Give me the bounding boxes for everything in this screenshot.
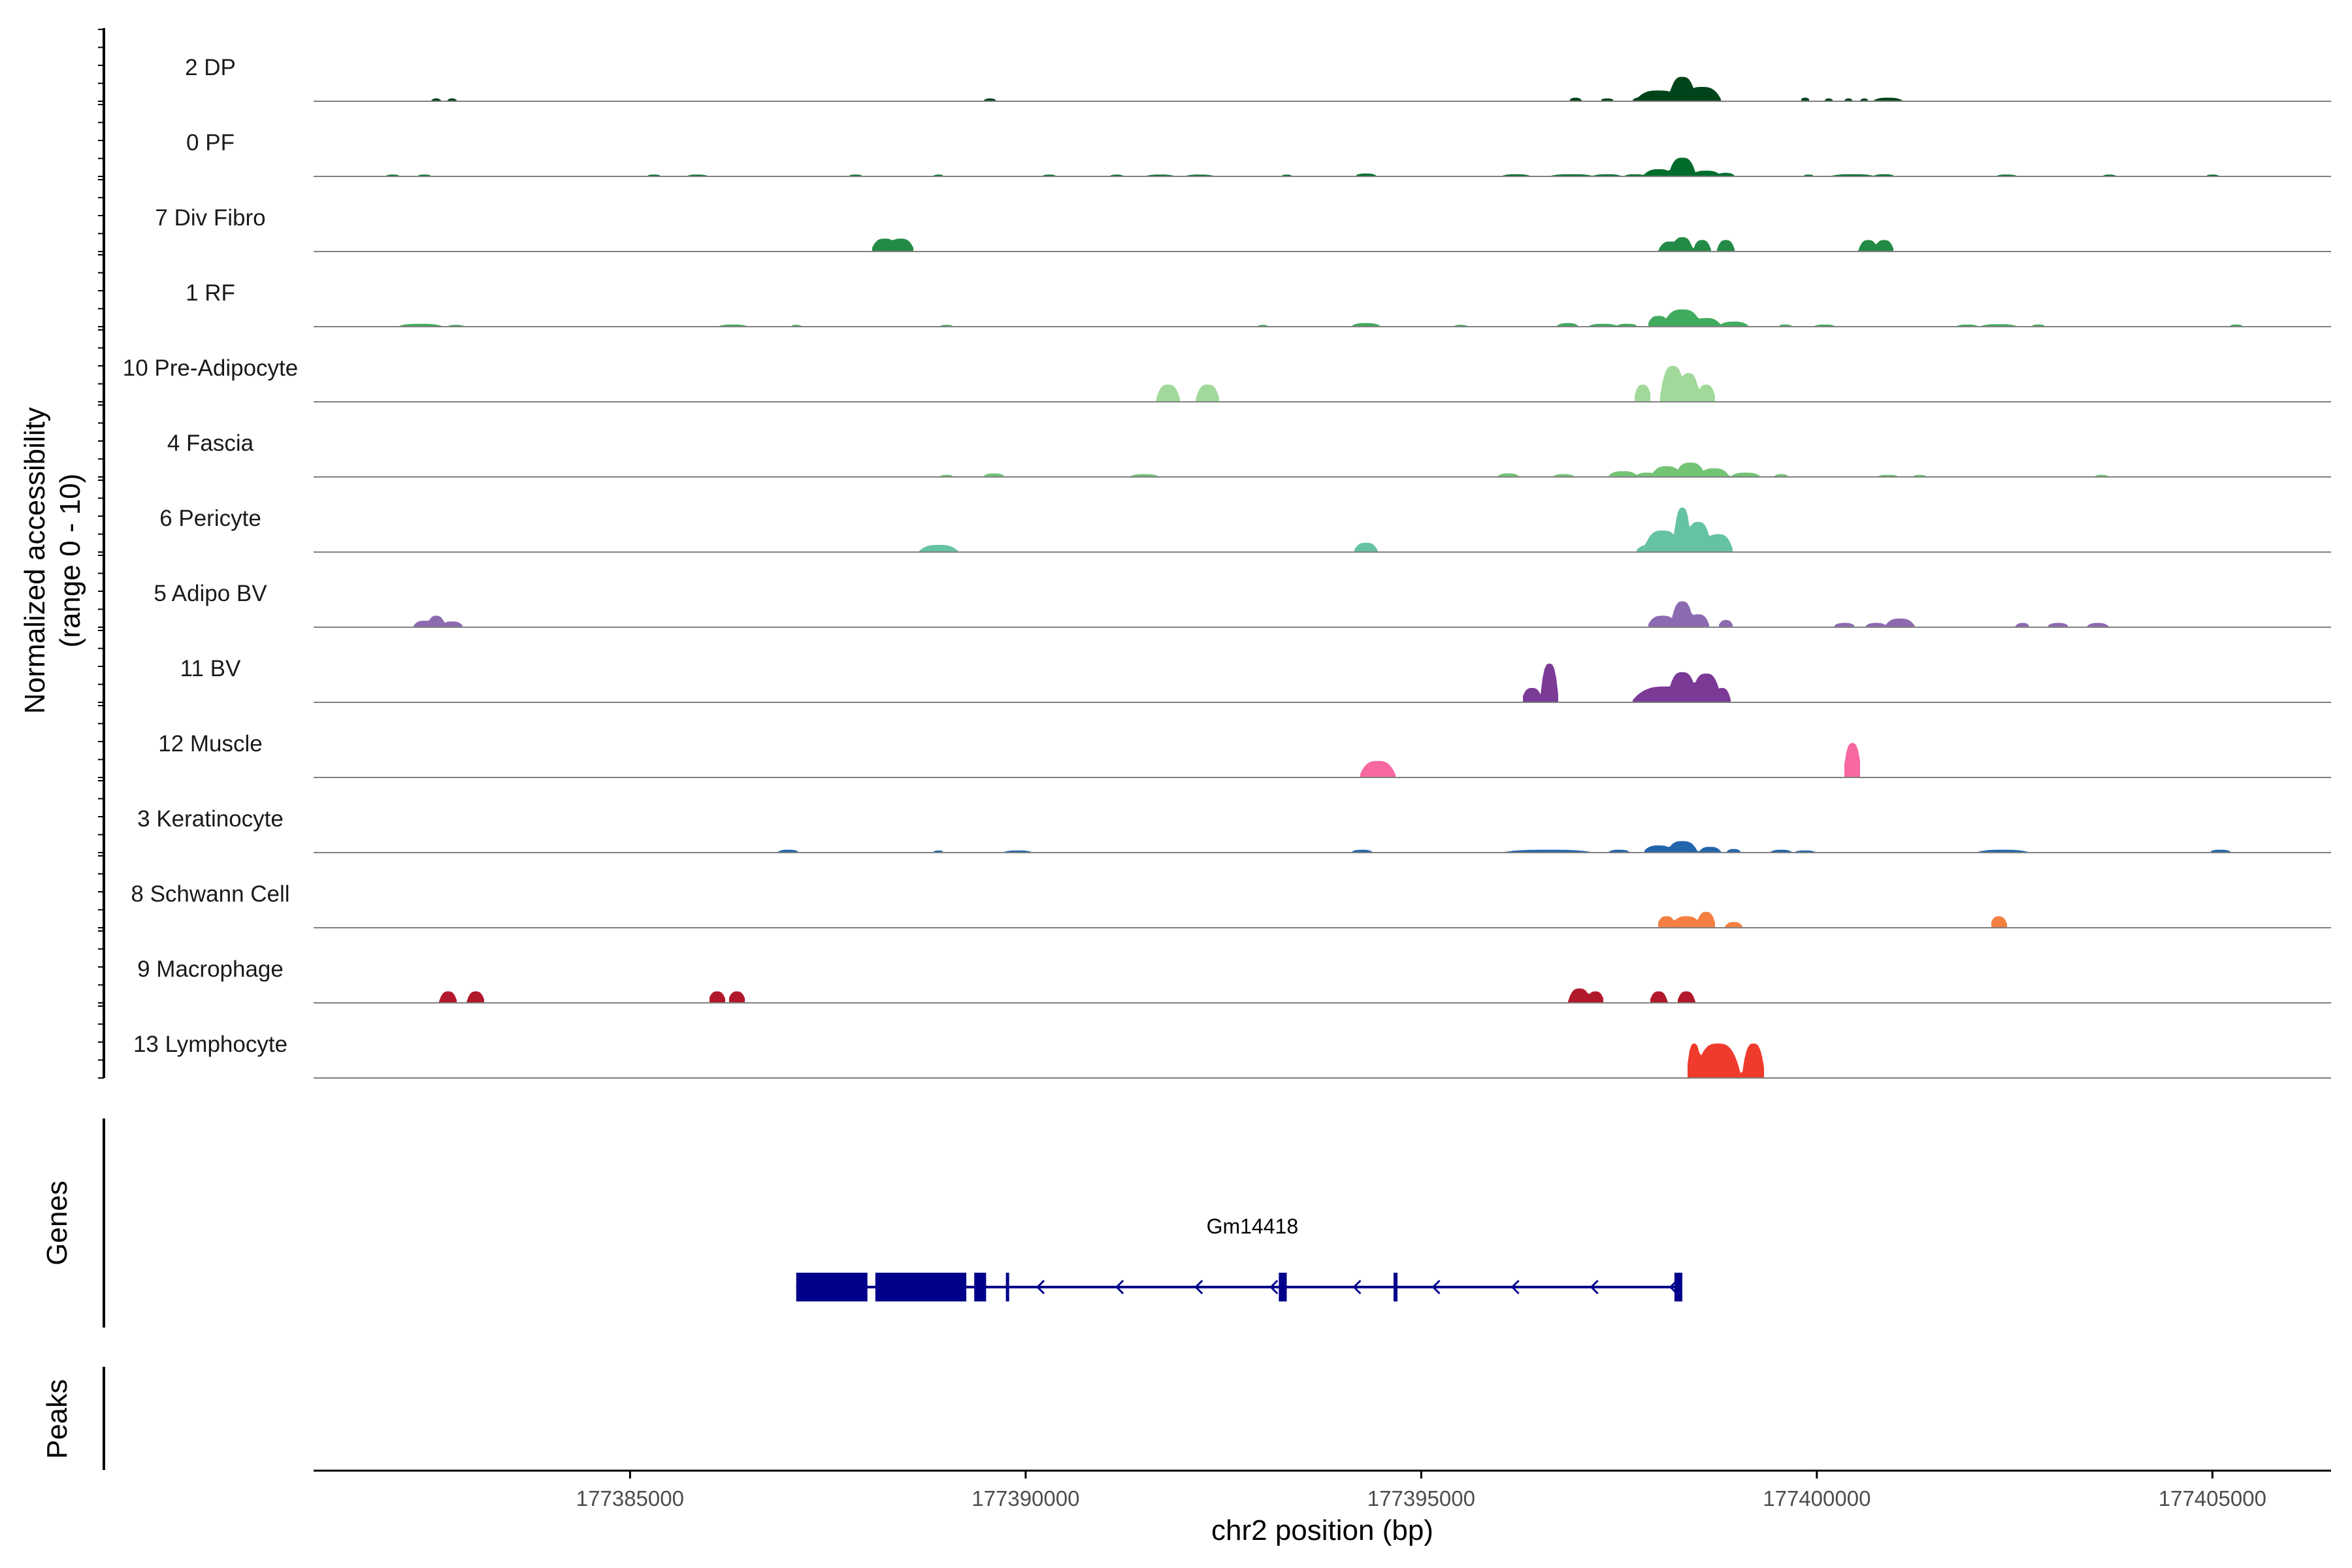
coverage-area — [941, 463, 2109, 477]
x-axis: chr2 position (bp) 177385000 177390000 177… — [314, 1469, 2331, 1546]
track-7-div-fibro: 7 Div Fibro — [155, 205, 2331, 252]
track-1-rf: 1 RF — [186, 280, 2331, 327]
track-label: 3 Keratinocyte — [137, 806, 284, 832]
coverage-area — [1688, 1043, 1764, 1078]
strand-arrow — [1036, 1279, 1045, 1295]
x-tick-label: 177405000 — [2159, 1486, 2266, 1511]
coverage-area — [919, 507, 1733, 552]
strand-arrow — [1269, 1279, 1279, 1295]
strand-arrow — [1431, 1279, 1441, 1295]
gene-exon — [1279, 1273, 1287, 1301]
x-tick-label: 177385000 — [576, 1486, 684, 1511]
peaks-panel: Peaks — [41, 1367, 105, 1470]
strand-arrow — [1352, 1279, 1362, 1295]
track-10-pre-adipocyte: 10 Pre-Adipocyte — [123, 355, 2331, 402]
track-13-lymphocyte: 13 Lymphocyte — [133, 1032, 2331, 1079]
genes-panel: Genes Gm14418 — [41, 1119, 1682, 1328]
gene-exon — [1005, 1273, 1009, 1301]
track-label: 8 Schwann Cell — [131, 881, 289, 907]
strand-arrow — [1511, 1279, 1520, 1295]
y-axis-title-line2: (range 0 - 10) — [54, 474, 86, 648]
track-label: 11 BV — [180, 656, 241, 681]
strand-arrow — [1115, 1279, 1124, 1295]
x-tick-label: 177390000 — [972, 1486, 1079, 1511]
coverage-area — [1658, 911, 2007, 928]
track-4-fascia: 4 Fascia — [167, 431, 2331, 478]
track-2-dp: 2 DP — [185, 55, 2331, 102]
gene-exon — [974, 1273, 987, 1301]
y-axis-title-line1: Normalized accessibility — [19, 407, 51, 713]
track-9-macrophage: 9 Macrophage — [137, 956, 2331, 1004]
track-label: 13 Lymphocyte — [133, 1032, 287, 1057]
track-label: 5 Adipo BV — [154, 581, 267, 606]
coverage-area — [872, 237, 1893, 252]
coverage-area — [386, 157, 2219, 176]
gene-exon — [875, 1273, 967, 1301]
coverage-area — [1156, 366, 1715, 402]
x-axis-title: chr2 position (bp) — [1211, 1514, 1433, 1546]
strand-arrow — [1590, 1279, 1599, 1295]
track-12-muscle: 12 Muscle — [158, 731, 2331, 778]
coverage-area — [778, 841, 2230, 853]
track-label: 4 Fascia — [167, 431, 254, 456]
genes-panel-label: Genes — [41, 1181, 73, 1266]
accessibility-tracks: 2 DP 0 PF 7 Div Fibro 1 RF 10 Pre-Adipocyte 4… — [98, 28, 2331, 1079]
track-label: 7 Div Fibro — [155, 205, 265, 231]
coverage-area — [431, 76, 1903, 101]
track-0-pf: 0 PF — [186, 130, 2331, 177]
track-label: 12 Muscle — [158, 731, 263, 757]
x-tick-label: 177395000 — [1367, 1486, 1475, 1511]
gene-exon — [796, 1273, 868, 1301]
gene-exon — [1393, 1273, 1398, 1301]
track-5-adipo-bv: 5 Adipo BV — [154, 581, 2331, 628]
coverage-area — [1523, 663, 1731, 702]
track-6-pericyte: 6 Pericyte — [159, 506, 2331, 553]
coverage-area — [398, 309, 2242, 327]
coverage-area — [414, 601, 2109, 627]
strand-arrow — [1669, 1279, 1678, 1295]
track-label: 6 Pericyte — [159, 506, 261, 531]
gene-exon — [1674, 1273, 1682, 1301]
track-8-schwann-cell: 8 Schwann Cell — [131, 881, 2331, 928]
track-label: 9 Macrophage — [137, 956, 284, 982]
strand-arrow — [1194, 1279, 1203, 1295]
coverage-area — [1360, 743, 1860, 777]
track-11-bv: 11 BV — [180, 656, 2331, 703]
track-label: 10 Pre-Adipocyte — [123, 355, 298, 381]
peaks-panel-label: Peaks — [41, 1379, 73, 1459]
track-label: 0 PF — [186, 130, 235, 155]
gene-name-label: Gm14418 — [1207, 1215, 1299, 1238]
track-label: 1 RF — [186, 280, 235, 306]
x-tick-label: 177400000 — [1763, 1486, 1870, 1511]
coverage-area — [439, 988, 1695, 1003]
track-3-keratinocyte: 3 Keratinocyte — [137, 806, 2331, 853]
track-label: 2 DP — [185, 55, 236, 80]
